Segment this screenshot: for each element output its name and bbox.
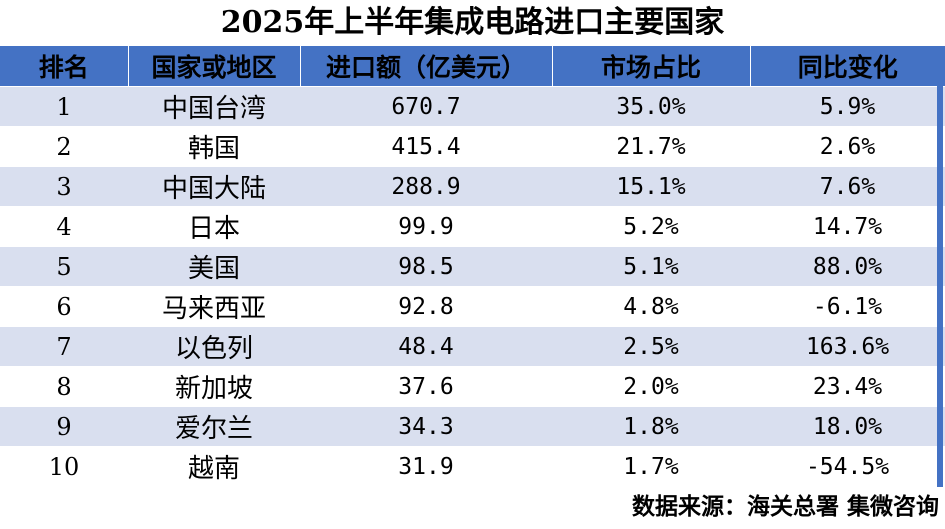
header-share: 市场占比: [552, 46, 751, 87]
cell-amount: 670.7: [300, 86, 552, 127]
table-row: 1 中国台湾 670.7 35.0% 5.9%: [0, 86, 945, 127]
cell-share: 15.1%: [552, 166, 750, 207]
cell-amount: 415.4: [300, 126, 552, 167]
cell-rank: 5: [0, 246, 128, 287]
header-amount: 进口额（亿美元）: [300, 46, 553, 87]
cell-rank: 4: [0, 206, 128, 247]
cell-yoy: -54.5%: [750, 446, 945, 486]
cell-yoy: 163.6%: [750, 326, 945, 367]
cell-share: 35.0%: [552, 86, 750, 127]
cell-share: 5.2%: [552, 206, 750, 247]
cell-amount: 37.6: [300, 366, 552, 407]
cell-country: 中国大陆: [128, 166, 300, 207]
table-row: 3 中国大陆 288.9 15.1% 7.6%: [0, 166, 945, 207]
cell-country: 马来西亚: [128, 286, 300, 327]
cell-share: 1.8%: [552, 406, 750, 447]
cell-amount: 31.9: [300, 446, 552, 486]
cell-yoy: 88.0%: [750, 246, 945, 287]
header-rank: 排名: [0, 46, 129, 87]
cell-country: 中国台湾: [128, 86, 300, 127]
import-table: 排名 国家或地区 进口额（亿美元） 市场占比 同比变化 1 中国台湾 670.7 35…: [0, 46, 945, 486]
cell-yoy: 5.9%: [750, 86, 945, 127]
cell-country: 美国: [128, 246, 300, 287]
cell-rank: 1: [0, 86, 128, 127]
table-row: 10 越南 31.9 1.7% -54.5%: [0, 446, 945, 486]
cell-amount: 288.9: [300, 166, 552, 207]
cell-amount: 99.9: [300, 206, 552, 247]
cell-country: 以色列: [128, 326, 300, 367]
cell-amount: 48.4: [300, 326, 552, 367]
cell-rank: 9: [0, 406, 128, 447]
cell-amount: 92.8: [300, 286, 552, 327]
cell-share: 2.0%: [552, 366, 750, 407]
cell-rank: 3: [0, 166, 128, 207]
cell-share: 5.1%: [552, 246, 750, 287]
header-row: 排名 国家或地区 进口额（亿美元） 市场占比 同比变化: [0, 46, 945, 87]
cell-yoy: 7.6%: [750, 166, 945, 207]
cell-share: 1.7%: [552, 446, 750, 486]
cell-rank: 10: [0, 446, 128, 486]
table-row: 4 日本 99.9 5.2% 14.7%: [0, 206, 945, 247]
header-country: 国家或地区: [128, 46, 301, 87]
table-title: 2025年上半年集成电路进口主要国家: [220, 5, 725, 40]
cell-amount: 98.5: [300, 246, 552, 287]
cell-rank: 6: [0, 286, 128, 327]
table-row: 9 爱尔兰 34.3 1.8% 18.0%: [0, 406, 945, 447]
cell-country: 新加坡: [128, 366, 300, 407]
table-row: 6 马来西亚 92.8 4.8% -6.1%: [0, 286, 945, 327]
table-row: 8 新加坡 37.6 2.0% 23.4%: [0, 366, 945, 407]
cell-rank: 8: [0, 366, 128, 407]
cell-yoy: -6.1%: [750, 286, 945, 327]
data-source: 数据来源：海关总署 集微咨询: [631, 493, 939, 520]
table-row: 2 韩国 415.4 21.7% 2.6%: [0, 126, 945, 167]
table-row: 5 美国 98.5 5.1% 88.0%: [0, 246, 945, 287]
table-row: 7 以色列 48.4 2.5% 163.6%: [0, 326, 945, 367]
cell-rank: 2: [0, 126, 128, 167]
cell-yoy: 18.0%: [750, 406, 945, 447]
cell-yoy: 23.4%: [750, 366, 945, 407]
cell-yoy: 2.6%: [750, 126, 945, 167]
header-yoy: 同比变化: [750, 46, 945, 87]
table-right-border: [937, 46, 943, 487]
cell-yoy: 14.7%: [750, 206, 945, 247]
cell-country: 越南: [128, 446, 300, 486]
cell-amount: 34.3: [300, 406, 552, 447]
cell-country: 韩国: [128, 126, 300, 167]
cell-share: 4.8%: [552, 286, 750, 327]
cell-share: 21.7%: [552, 126, 750, 167]
cell-share: 2.5%: [552, 326, 750, 367]
cell-rank: 7: [0, 326, 128, 367]
cell-country: 日本: [128, 206, 300, 247]
cell-country: 爱尔兰: [128, 406, 300, 447]
